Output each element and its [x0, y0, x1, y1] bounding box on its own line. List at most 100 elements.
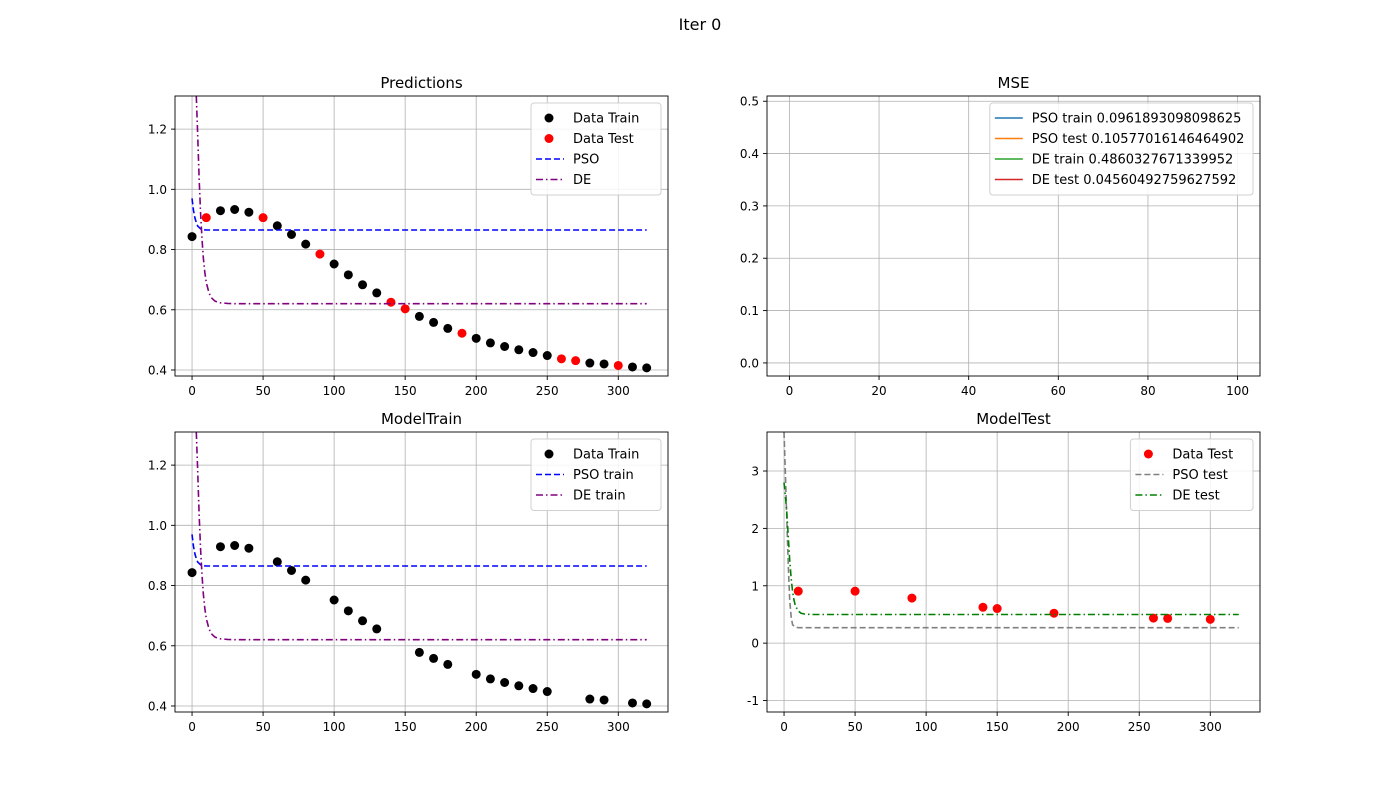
- legend-box: [989, 102, 1254, 196]
- legend: Data Train PSO train DE train: [530, 438, 662, 511]
- legend-marker: [544, 134, 554, 143]
- series-line: [783, 482, 1239, 616]
- chart-title: ModelTrain: [381, 410, 462, 428]
- data-point: [343, 270, 353, 280]
- data-point: [244, 207, 254, 217]
- data-point: [187, 232, 197, 242]
- data-point: [471, 333, 481, 343]
- data-point: [358, 280, 368, 290]
- data-point: [315, 249, 325, 259]
- data-point: [1148, 613, 1158, 623]
- y-tick-label: 0.2: [740, 252, 759, 266]
- y-tick-label: 0.0: [740, 356, 759, 370]
- data-point: [613, 360, 623, 370]
- data-point: [201, 213, 211, 223]
- x-tick-label: 0: [188, 720, 196, 734]
- legend-marker: [1143, 449, 1153, 459]
- y-tick-label: 0.8: [148, 243, 167, 257]
- legend-box: [530, 438, 662, 511]
- x-tick-label: 40: [961, 384, 976, 398]
- legend: Data Test PSO test DE test: [1129, 438, 1254, 511]
- data-point: [287, 565, 297, 575]
- data-point: [599, 695, 609, 705]
- data-point: [850, 586, 860, 596]
- data-point: [272, 557, 282, 567]
- data-point: [907, 593, 917, 603]
- legend-label: DE test 0.04560492759627592: [1032, 173, 1236, 188]
- y-tick-label: 0.4: [148, 699, 167, 713]
- x-tick-label: 50: [847, 720, 862, 734]
- legend-label: Data Train: [573, 112, 639, 127]
- y-tick-label: -1: [747, 694, 759, 708]
- data-point: [414, 647, 424, 657]
- series-line: [191, 534, 647, 567]
- legend-label: Data Test: [573, 132, 634, 147]
- data-point: [627, 698, 637, 708]
- x-tick-label: 250: [536, 384, 559, 398]
- data-point: [485, 338, 495, 348]
- data-point: [500, 677, 510, 687]
- chart-title: MSE: [998, 74, 1030, 92]
- y-tick-label: 1.2: [148, 459, 167, 473]
- data-point: [471, 669, 481, 679]
- legend-marker: [544, 449, 554, 459]
- y-tick-label: 0.6: [148, 639, 167, 653]
- y-tick-label: 1.0: [148, 519, 167, 533]
- x-tick-label: 200: [465, 720, 488, 734]
- x-tick-label: 100: [1226, 384, 1249, 398]
- data-point: [301, 239, 311, 249]
- x-tick-label: 100: [323, 720, 346, 734]
- x-tick-label: 250: [536, 720, 559, 734]
- data-point: [528, 348, 538, 358]
- data-point: [372, 624, 382, 634]
- axes-frame: [766, 431, 1261, 713]
- legend-label: Data Train: [573, 448, 639, 463]
- x-tick-label: 300: [607, 384, 630, 398]
- axes-frame: [174, 95, 669, 377]
- x-tick-label: 150: [394, 384, 417, 398]
- x-tick-label: 50: [255, 720, 270, 734]
- legend: PSO train 0.0961893098098625 PSO test 0.1…: [989, 102, 1254, 196]
- x-tick-label: 50: [255, 384, 270, 398]
- legend-label: PSO: [573, 153, 599, 168]
- legend-box: [530, 102, 662, 196]
- data-point: [528, 684, 538, 694]
- x-tick-label: 20: [871, 384, 886, 398]
- plot-area: [187, 432, 652, 709]
- y-tick-label: 2: [751, 522, 759, 536]
- data-point: [244, 543, 254, 553]
- x-tick-label: 100: [323, 384, 346, 398]
- data-point: [400, 304, 410, 314]
- plot-area: [187, 96, 652, 373]
- x-tick-label: 80: [1140, 384, 1155, 398]
- x-tick-label: 150: [986, 720, 1009, 734]
- data-point: [329, 595, 339, 605]
- axes-frame: [174, 431, 669, 713]
- y-tick-label: 0.3: [740, 199, 759, 213]
- data-point: [571, 356, 581, 366]
- x-tick-label: 300: [607, 720, 630, 734]
- data-point: [343, 606, 353, 616]
- y-tick-label: 0.5: [740, 95, 759, 109]
- data-point: [514, 345, 524, 355]
- data-point: [585, 694, 595, 704]
- data-point: [1163, 613, 1173, 623]
- legend-box: [1129, 438, 1254, 511]
- data-point: [514, 681, 524, 691]
- data-point: [372, 288, 382, 298]
- data-point: [585, 358, 595, 368]
- y-tick-label: 1.2: [148, 123, 167, 137]
- legend-marker: [544, 113, 554, 123]
- legend-label: DE: [573, 173, 591, 188]
- x-tick-label: 200: [1057, 720, 1080, 734]
- data-point: [500, 341, 510, 351]
- legend: Data Train Data Test PSO DE: [530, 102, 662, 196]
- data-point: [542, 687, 552, 697]
- y-tick-label: 0.4: [148, 363, 167, 377]
- x-tick-label: 150: [394, 720, 417, 734]
- data-point: [627, 362, 637, 372]
- legend-label: PSO train: [573, 468, 634, 483]
- series-line: [195, 432, 647, 641]
- data-point: [258, 213, 268, 223]
- data-point: [443, 323, 453, 333]
